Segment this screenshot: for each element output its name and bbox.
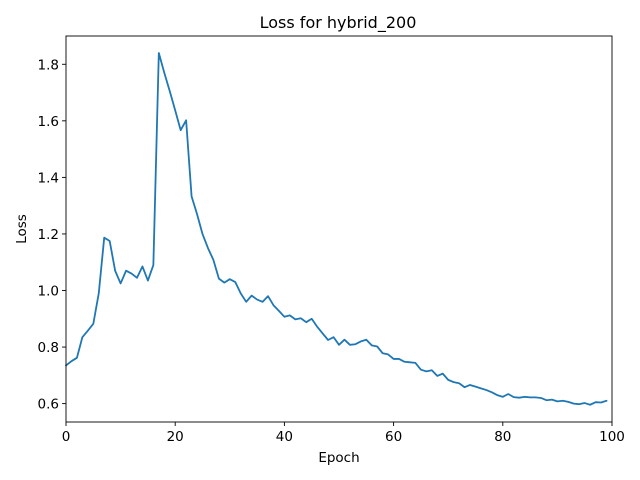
- x-tick-label: 60: [385, 429, 402, 445]
- x-tick-label: 100: [599, 429, 625, 445]
- tick-group: 0 20 40 60 80 100 0.6 0.8 1.0 1.2 1.4 1.6 1.8: [38, 57, 625, 445]
- x-axis-label: Epoch: [318, 450, 359, 466]
- y-tick-label: 1.2: [38, 227, 59, 243]
- y-tick-label: 0.8: [38, 340, 59, 356]
- plot-frame: [65, 35, 613, 423]
- x-tick-label: 20: [167, 429, 184, 445]
- y-tick-label: 1.8: [38, 57, 59, 73]
- loss-series-line: [65, 52, 608, 406]
- y-tick-label: 1.0: [38, 284, 59, 300]
- x-tick-label: 0: [62, 429, 71, 445]
- y-tick-label: 1.4: [38, 170, 59, 186]
- y-tick-label: 0.6: [38, 397, 59, 413]
- y-axis-label: Loss: [14, 214, 30, 244]
- x-tick-label: 40: [276, 429, 293, 445]
- y-tick-label: 1.6: [38, 114, 59, 130]
- chart-title: Loss for hybrid_200: [260, 13, 417, 33]
- x-tick-label: 80: [494, 429, 511, 445]
